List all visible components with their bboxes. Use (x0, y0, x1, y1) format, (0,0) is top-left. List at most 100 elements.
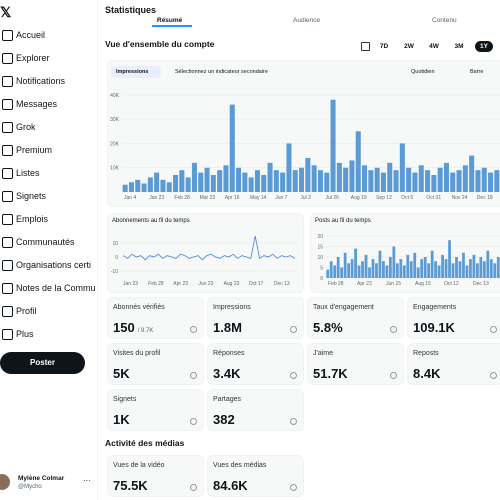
bar (280, 172, 286, 192)
bar (431, 175, 437, 192)
x-tick-label: Jan 4 (124, 195, 136, 201)
range-button[interactable]: 7D (379, 43, 389, 50)
nav-item[interactable]: Plus (2, 329, 34, 340)
metric-select[interactable]: Impressions (116, 69, 149, 75)
info-icon[interactable] (290, 484, 297, 491)
nav-item[interactable]: Communautés (2, 237, 75, 248)
avatar[interactable] (0, 474, 10, 490)
bar (374, 167, 380, 192)
metric-card: Visites du profil 5K (107, 343, 204, 385)
info-icon[interactable] (290, 418, 297, 425)
bar (395, 263, 399, 278)
bar (305, 158, 311, 192)
nav-icon (2, 53, 13, 64)
bar (254, 170, 260, 192)
bar (392, 246, 396, 278)
metric-card: Partages 382 (207, 389, 304, 431)
tab[interactable]: Audience (293, 17, 321, 24)
bar (368, 267, 371, 278)
info-icon[interactable] (190, 484, 197, 491)
nav-icon (2, 122, 13, 133)
bar (333, 265, 337, 278)
range-button[interactable]: 4W (429, 43, 439, 50)
info-icon[interactable] (290, 326, 297, 333)
bar (135, 179, 141, 192)
tab[interactable]: Résumé (157, 17, 183, 24)
bar (475, 263, 479, 278)
bar (122, 184, 128, 192)
range-button[interactable]: 2W (404, 43, 414, 50)
nav-item[interactable]: Premium (2, 145, 52, 156)
metric-value: 8.4K (413, 366, 441, 381)
interval-select[interactable]: Quotidien (411, 69, 435, 75)
x-tick-label: May 14 (250, 195, 267, 201)
nav-item[interactable]: Notes de la Commu (2, 283, 96, 294)
nav-item[interactable]: Grok (2, 122, 36, 133)
nav-item[interactable]: Signets (2, 191, 46, 202)
info-icon[interactable] (190, 326, 197, 333)
y-tick-label: 10 (317, 255, 323, 261)
info-icon[interactable] (390, 326, 397, 333)
bar (166, 182, 172, 192)
bar (267, 162, 273, 192)
bar (324, 172, 330, 192)
metric-value: 51.7K (313, 366, 348, 381)
nav-item[interactable]: Accueil (2, 30, 45, 41)
nav-item[interactable]: Messages (2, 99, 57, 110)
info-icon[interactable] (290, 372, 297, 379)
x-tick-label: Jul 2 (300, 195, 311, 201)
metric-label: Reposts (413, 350, 439, 357)
more[interactable]: ··· (83, 476, 91, 485)
metric-card: Vues de la vidéo 75.5K (107, 455, 204, 497)
bar (385, 265, 389, 278)
bar (340, 267, 344, 278)
tab-indicator (152, 25, 192, 27)
metric-value: 84.6K (213, 478, 248, 493)
info-icon[interactable] (190, 418, 197, 425)
y-tick-label: 0 (115, 255, 118, 261)
bar (387, 162, 393, 192)
metric-card: Engagements 109.1K (407, 297, 500, 339)
nav-item[interactable]: Explorer (2, 53, 50, 64)
bar (409, 261, 413, 278)
nav-item[interactable]: Notifications (2, 76, 65, 87)
post-button[interactable]: Poster (0, 352, 85, 374)
metric-label: Réponses (213, 350, 245, 357)
tab[interactable]: Contenu (432, 17, 457, 24)
metric-value: 3.4K (213, 366, 241, 381)
y-tick-label: 10K (110, 166, 120, 172)
info-icon[interactable] (490, 326, 497, 333)
bar (399, 259, 403, 278)
line (122, 235, 296, 261)
range-button[interactable]: 1Y (475, 41, 493, 52)
user-name[interactable]: Mylène Colmar (18, 475, 65, 482)
bar (434, 261, 438, 278)
nav-item[interactable]: Listes (2, 168, 40, 179)
info-icon[interactable] (190, 372, 197, 379)
bar (371, 259, 375, 278)
nav-icon (2, 214, 13, 225)
info-icon[interactable] (390, 372, 397, 379)
nav-icon (2, 76, 13, 87)
bar (399, 143, 405, 192)
metric-label: J'aime (313, 350, 334, 357)
nav-item[interactable]: Emplois (2, 214, 48, 225)
chart-title: Abonnements au fil du temps (112, 218, 190, 224)
calendar-icon[interactable] (361, 42, 370, 51)
range-button[interactable]: 3M (454, 43, 464, 50)
logo[interactable]: 𝕏 (0, 4, 12, 20)
info-icon[interactable] (490, 372, 497, 379)
nav-item[interactable]: Profil (2, 306, 37, 317)
metric-value: 1.8M (213, 320, 242, 335)
secondary-select[interactable]: Sélectionnez un indicateur secondaire (175, 69, 268, 75)
bar (368, 170, 374, 192)
y-tick-label: 15 (317, 245, 323, 251)
nav-item[interactable]: Organisations certi (2, 260, 91, 271)
bar (198, 172, 204, 192)
x-tick-label: Jun 15 (386, 281, 401, 287)
bar (425, 170, 431, 192)
metric-value: 150/ 9.7K (113, 320, 154, 335)
chart-type-select[interactable]: Barre (470, 69, 484, 75)
bar (141, 183, 147, 192)
bar (357, 265, 361, 278)
